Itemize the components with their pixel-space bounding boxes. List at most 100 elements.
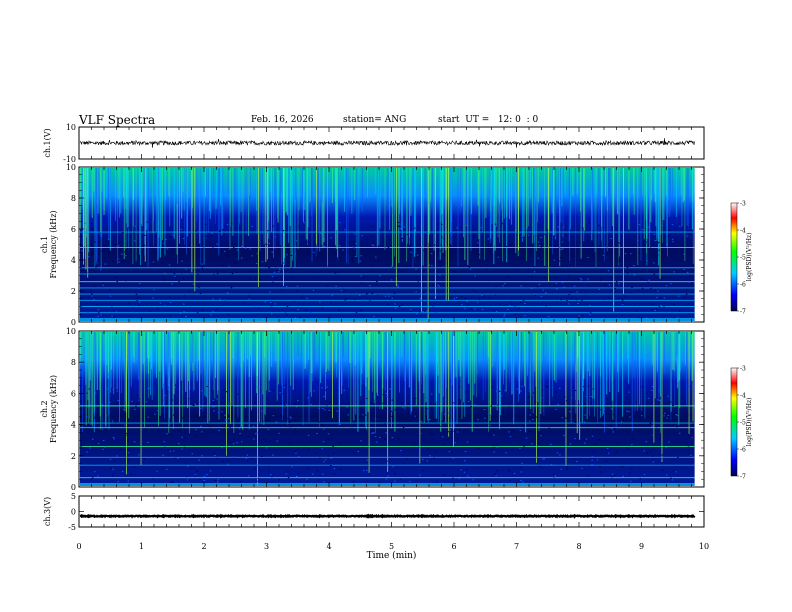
noise-speck	[486, 269, 488, 271]
noise-speck	[371, 432, 374, 434]
noise-speck	[360, 282, 363, 284]
noise-speck	[389, 238, 391, 240]
noise-speck	[344, 289, 346, 291]
noise-speck	[686, 226, 689, 228]
noise-speck	[243, 302, 246, 304]
noise-speck	[87, 312, 89, 314]
noise-speck	[443, 443, 445, 445]
noise-speck	[156, 470, 158, 472]
noise-speck	[606, 447, 609, 449]
noise-speck	[490, 405, 492, 407]
noise-speck	[579, 277, 582, 279]
noise-speck	[270, 306, 273, 308]
noise-speck	[259, 278, 262, 280]
noise-speck	[194, 403, 196, 405]
noise-speck	[529, 252, 531, 254]
noise-speck	[628, 411, 630, 413]
noise-speck	[184, 432, 186, 434]
noise-speck	[508, 305, 511, 307]
noise-speck	[647, 226, 649, 228]
noise-speck	[413, 442, 416, 444]
noise-speck	[163, 441, 166, 443]
noise-speck	[376, 294, 379, 296]
noise-speck	[188, 290, 190, 292]
noise-speck	[132, 305, 135, 307]
noise-speck	[130, 473, 132, 475]
noise-speck	[185, 462, 187, 464]
noise-speck	[125, 281, 127, 283]
noise-speck	[651, 386, 654, 388]
noise-speck	[134, 240, 136, 242]
noise-speck	[449, 429, 452, 431]
noise-speck	[507, 276, 510, 278]
noise-speck	[290, 417, 292, 419]
noise-speck	[671, 224, 674, 226]
noise-speck	[652, 455, 654, 457]
noise-speck	[219, 298, 221, 300]
noise-speck	[317, 397, 319, 399]
noise-speck	[354, 298, 356, 300]
noise-speck	[504, 313, 506, 315]
noise-speck	[210, 390, 213, 392]
noise-speck	[386, 396, 388, 398]
noise-speck	[163, 242, 166, 244]
noise-speck	[419, 237, 421, 239]
noise-speck	[84, 222, 86, 224]
noise-speck	[649, 422, 652, 424]
noise-speck	[647, 397, 650, 399]
noise-speck	[108, 402, 111, 404]
noise-speck	[577, 278, 579, 280]
noise-speck	[355, 279, 358, 281]
noise-speck	[638, 317, 640, 319]
noise-speck	[191, 453, 194, 455]
noise-speck	[385, 478, 388, 480]
noise-speck	[561, 234, 564, 236]
noise-speck	[415, 291, 417, 293]
noise-speck	[477, 447, 480, 449]
noise-speck	[504, 283, 506, 285]
noise-speck	[253, 305, 255, 307]
noise-speck	[588, 222, 591, 224]
noise-speck	[433, 244, 436, 246]
noise-speck	[494, 474, 496, 476]
noise-speck	[149, 420, 152, 422]
noise-speck	[200, 433, 203, 435]
noise-speck	[97, 443, 100, 445]
noise-speck	[228, 246, 230, 248]
noise-speck	[100, 314, 103, 316]
noise-speck	[448, 412, 450, 414]
noise-speck	[315, 452, 318, 454]
noise-speck	[493, 446, 496, 448]
noise-speck	[578, 424, 580, 426]
noise-speck	[664, 412, 666, 414]
noise-speck	[598, 439, 601, 441]
noise-speck	[231, 428, 234, 430]
noise-speck	[646, 392, 648, 394]
noise-speck	[222, 461, 224, 463]
noise-speck	[112, 436, 115, 438]
noise-speck	[488, 435, 491, 437]
noise-speck	[592, 388, 595, 390]
noise-speck	[183, 446, 186, 448]
noise-speck	[264, 406, 267, 408]
noise-speck	[527, 234, 530, 236]
noise-speck	[135, 405, 137, 407]
noise-speck	[111, 306, 113, 308]
noise-speck	[213, 274, 215, 276]
noise-speck	[284, 312, 287, 314]
noise-speck	[422, 291, 425, 293]
noise-speck	[384, 247, 386, 249]
noise-speck	[469, 406, 471, 408]
noise-speck	[230, 222, 233, 224]
noise-speck	[614, 288, 617, 290]
noise-speck	[342, 253, 345, 255]
noise-speck	[341, 288, 344, 290]
noise-speck	[117, 258, 120, 260]
noise-speck	[508, 470, 510, 472]
noise-speck	[522, 236, 524, 238]
noise-speck	[306, 253, 309, 255]
noise-speck	[275, 421, 278, 423]
noise-speck	[97, 241, 100, 243]
noise-speck	[286, 254, 288, 256]
noise-speck	[216, 457, 219, 459]
